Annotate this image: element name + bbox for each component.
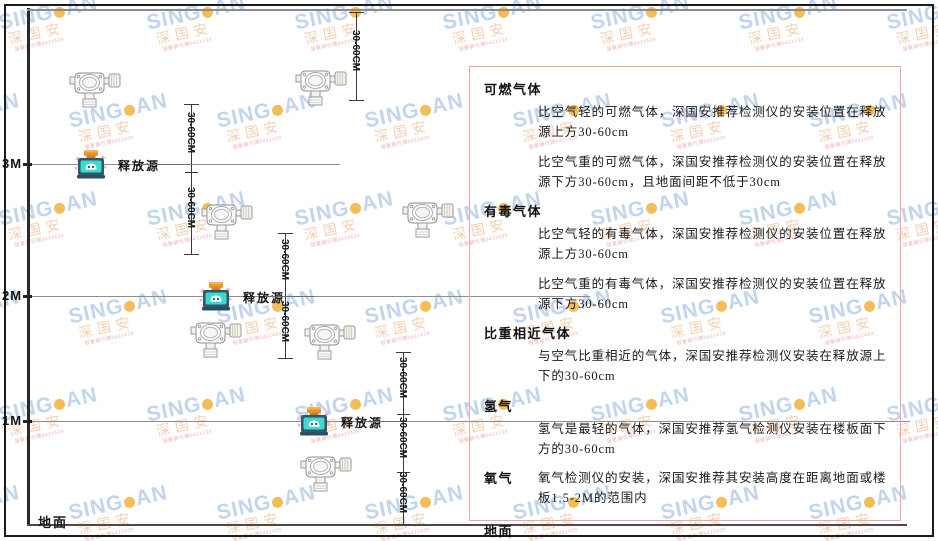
level-label-3m: 3M (2, 156, 23, 171)
dimension-tick (185, 172, 198, 173)
panel-section-ground: 地面检测仪地面间距，深国安推荐在30-60cm，且不得小于30cm，因为过低容易… (484, 521, 888, 541)
release-source-label: 释放源 (341, 416, 384, 430)
release-source-label: 释放源 (243, 291, 286, 305)
section-body: 比空气轻的可燃气体，深国安推荐检测仪的安装位置在释放源上方30-60cm 比空气重… (538, 102, 888, 192)
section-title: 有毒气体 (484, 204, 543, 219)
dimension-label: 30-60CM (350, 30, 361, 72)
level-tick-1m (23, 420, 32, 423)
dimension-tick (349, 12, 364, 13)
dimension-tick (396, 524, 411, 525)
dimension-label: 30-60CM (397, 357, 408, 399)
dimension-label: 30-60CM (279, 238, 290, 280)
panel-section-similar-density-gas: 比重相近气体与空气比重相近的气体，深国安推荐检测仪安装在释放源上下的30-60c… (484, 323, 888, 387)
panel-section-oxygen-gas: 氧气 氧气检测仪的安装，深国安推荐其安装高度在距离地面或楼板1.5-2M的范围内 (484, 468, 888, 518)
level-label-2m: 2M (2, 288, 23, 303)
panel-section-hydrogen-gas: 氢气氢气是最轻的气体，深国安推荐氢气检测仪安装在楼板面下方的30-60cm (484, 396, 888, 460)
floor-line (27, 524, 907, 526)
panel-section-toxic-gas: 有毒气体比空气轻的有毒气体，深国安推荐检测仪的安装位置在释放源上方30-60cm… (484, 201, 888, 314)
ground-label: 地面 (38, 515, 69, 530)
dimension-label: 30-60CM (397, 472, 408, 514)
gas-detector-icon (301, 320, 359, 360)
dimension-axis (403, 352, 404, 524)
dim-far-right: 30-60CM 30-60CM 30-60CM (396, 352, 456, 525)
panel-section-flammable-gas: 可燃气体比空气轻的可燃气体，深国安推荐检测仪的安装位置在释放源上方30-60cm… (484, 79, 888, 192)
gas-detector-icon (399, 198, 457, 238)
release-source-leader-line (363, 421, 401, 422)
section-paragraph: 氢气是最轻的气体，深国安推荐氢气检测仪安装在楼板面下方的30-60cm (538, 421, 887, 456)
dimension-tick (396, 352, 411, 353)
release-source-leader-line (140, 164, 192, 165)
section-title: 可燃气体 (484, 82, 543, 97)
section-paragraph: 比空气重的有毒气体，深国安推荐检测仪的安装位置在释放源下方30-60cm (538, 276, 887, 311)
outer-frame (4, 4, 934, 537)
section-paragraph: 比空气轻的有毒气体，深国安推荐检测仪的安装位置在释放源上方30-60cm (538, 227, 887, 262)
section-body: 氢气是最轻的气体，深国安推荐氢气检测仪安装在楼板面下方的30-60cm (538, 419, 888, 460)
dimension-tick (397, 472, 410, 473)
section-title: 地面 (484, 523, 514, 539)
level-tick-3m (23, 163, 32, 166)
section-paragraph: 比空气重的可燃气体，深国安推荐检测仪的安装位置在释放源下方30-60cm，且地面… (538, 154, 887, 189)
dimension-tick (184, 104, 199, 105)
section-title: 氧气 (484, 471, 514, 486)
release-source-label: 释放源 (118, 159, 161, 173)
release-source-icon (297, 405, 331, 437)
gas-detector-icon (292, 66, 350, 106)
ceiling-line (27, 9, 907, 11)
dimension-tick (278, 233, 293, 234)
dimension-label: 30-60CM (279, 301, 290, 343)
gas-detector-icon (297, 452, 355, 492)
section-paragraph: 比空气轻的可燃气体，深国安推荐检测仪的安装位置在释放源上方30-60cm (538, 105, 887, 140)
section-title: 比重相近气体 (484, 326, 572, 341)
section-body: 与空气比重相近的气体，深国安推荐检测仪安装在释放源上下的30-60cm (538, 346, 888, 387)
dimension-axis (356, 12, 357, 100)
dimension-tick (397, 414, 410, 415)
section-paragraph: 氧气检测仪的安装，深国安推荐其安装高度在距离地面或楼板1.5-2M的范围内 (538, 471, 887, 506)
gas-detector-icon (198, 200, 256, 240)
gas-detector-icon (66, 68, 124, 108)
dimension-label: 30-60CM (397, 417, 408, 459)
section-paragraph: 与空气比重相近的气体，深国安推荐检测仪安装在释放源上下的30-60cm (538, 349, 887, 384)
gas-detector-icon (187, 318, 245, 358)
dimension-tick (349, 100, 364, 101)
release-source-icon (199, 280, 233, 312)
section-title: 氢气 (484, 398, 514, 414)
dim-left-upper: 30-60CM 30-60CM (184, 104, 244, 255)
level-tick-2m (23, 295, 32, 298)
dimension-tick (278, 358, 293, 359)
dimension-label: 30-60CM (185, 112, 196, 154)
dim-top-right: 30-60CM (349, 12, 409, 101)
level-label-1m: 1M (2, 413, 23, 428)
section-body: 氧气检测仪的安装，深国安推荐其安装高度在距离地面或楼板1.5-2M的范围内 (538, 468, 888, 518)
dimension-tick (184, 254, 199, 255)
release-source-icon (74, 148, 108, 180)
level-line-1m (30, 421, 910, 422)
dimension-axis (285, 233, 286, 358)
dimension-label: 30-60CM (185, 187, 196, 229)
dimension-axis (191, 104, 192, 254)
release-source-leader-line (265, 296, 315, 297)
wall-axis (27, 8, 30, 526)
recommendation-panel: 可燃气体比空气轻的可燃气体，深国安推荐检测仪的安装位置在释放源上方30-60cm… (469, 66, 901, 539)
section-body: 比空气轻的有毒气体，深国安推荐检测仪的安装位置在释放源上方30-60cm 比空气重… (538, 224, 888, 314)
